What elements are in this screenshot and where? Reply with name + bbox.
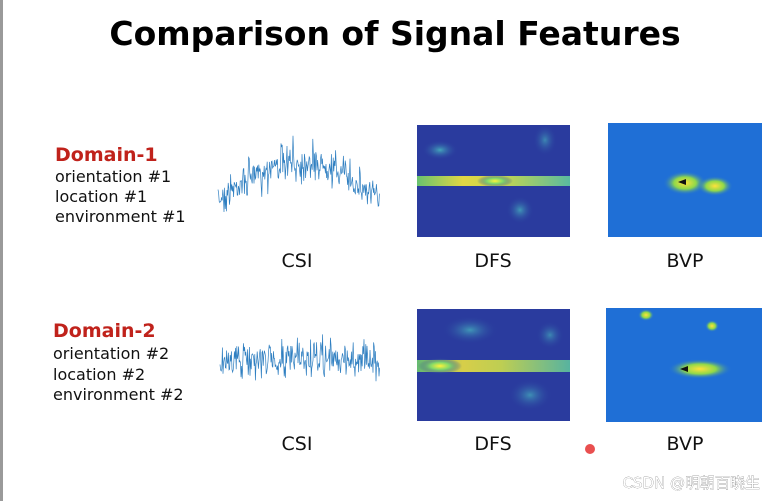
detail: orientation #1	[55, 167, 171, 186]
title: Comparison of Signal Features	[109, 14, 680, 53]
csi-waveform	[219, 334, 380, 382]
dfs-heatmap	[417, 309, 570, 421]
caption: DFS	[474, 433, 511, 455]
detail: location #2	[53, 365, 145, 384]
watermark: CSDN @明朝百晓生	[622, 474, 760, 492]
caption: BVP	[667, 433, 704, 455]
domain-label: Domain-2	[53, 320, 156, 342]
detail: environment #1	[55, 207, 186, 226]
caption: DFS	[474, 250, 511, 272]
pointer-dot	[585, 444, 595, 454]
waveform-line	[217, 135, 380, 213]
caption: CSI	[282, 250, 313, 272]
caption: BVP	[667, 250, 704, 272]
left-edge	[0, 0, 3, 501]
bvp-heatmap	[606, 308, 762, 422]
detail: environment #2	[53, 385, 184, 404]
detail: orientation #2	[53, 344, 169, 363]
caption: CSI	[282, 433, 313, 455]
detail: location #1	[55, 187, 147, 206]
bvp-heatmap	[608, 123, 762, 237]
waveform-line	[219, 334, 380, 382]
domain-label: Domain-1	[55, 144, 158, 166]
csi-waveform	[217, 135, 380, 213]
dfs-heatmap	[417, 124, 570, 237]
